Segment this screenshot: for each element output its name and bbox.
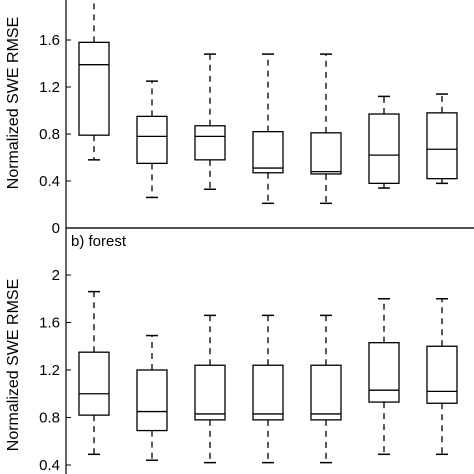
bottom-ytick-label: 0.4 <box>39 457 60 474</box>
iqr-box <box>368 342 400 403</box>
top-ytick-label: 1.6 <box>39 32 60 49</box>
panel-bottom-y-axis: 0.4 0.8 1.2 1.6 2 <box>39 267 71 474</box>
top-ytick-label: 1.2 <box>39 79 60 96</box>
iqr-box <box>194 125 226 161</box>
panel-top-frame <box>65 0 474 229</box>
bottom-box-1 <box>78 290 110 456</box>
bottom-box-6 <box>368 298 400 456</box>
panel-bottom-title: b) forest <box>71 233 127 250</box>
iqr-box <box>78 351 110 416</box>
top-ytick-label: 0 <box>52 220 60 237</box>
bottom-box-2 <box>136 334 168 461</box>
top-box-2 <box>136 80 168 199</box>
bottom-ytick-label: 0.8 <box>39 410 60 427</box>
iqr-box <box>252 130 284 174</box>
top-box-6 <box>368 95 400 189</box>
iqr-box <box>136 115 168 165</box>
iqr-box <box>368 113 400 184</box>
iqr-box <box>426 345 458 404</box>
bottom-ytick-label: 1.2 <box>39 362 60 379</box>
top-box-1 <box>78 0 110 161</box>
top-ytick-label: 0.4 <box>39 173 60 190</box>
top-box-5 <box>310 53 342 205</box>
bottom-box-5 <box>310 314 342 464</box>
iqr-box <box>310 132 342 175</box>
iqr-box <box>194 364 226 421</box>
panel-bottom-frame <box>65 227 474 474</box>
top-box-3 <box>194 53 226 190</box>
panel-bottom: b) forest Normalized SWE RMSE 0.4 0.8 1.2 1… <box>5 227 474 474</box>
top-ytick-label: 0.8 <box>39 126 60 143</box>
bottom-box-3 <box>194 314 226 464</box>
bottom-ytick-label: 2 <box>52 267 60 284</box>
iqr-box <box>310 364 342 421</box>
panel-bottom-boxes <box>78 290 458 464</box>
bottom-box-4 <box>252 314 284 464</box>
panel-top-y-axis: 0 0.4 0.8 1.2 1.6 <box>39 32 71 237</box>
iqr-box <box>136 369 168 432</box>
iqr-box <box>252 364 284 421</box>
panel-top-ylabel: Normalized SWE RMSE <box>5 17 22 189</box>
bottom-ytick-label: 1.6 <box>39 315 60 332</box>
panel-bottom-ylabel: Normalized SWE RMSE <box>5 279 22 451</box>
top-box-7 <box>426 93 458 185</box>
top-box-4 <box>252 53 284 205</box>
panel-top: Normalized SWE RMSE 0 0.4 0.8 1.2 1.6 <box>5 0 474 237</box>
panel-top-boxes <box>78 0 458 205</box>
iqr-box <box>426 112 458 180</box>
bottom-box-7 <box>426 298 458 456</box>
iqr-box <box>78 41 110 136</box>
